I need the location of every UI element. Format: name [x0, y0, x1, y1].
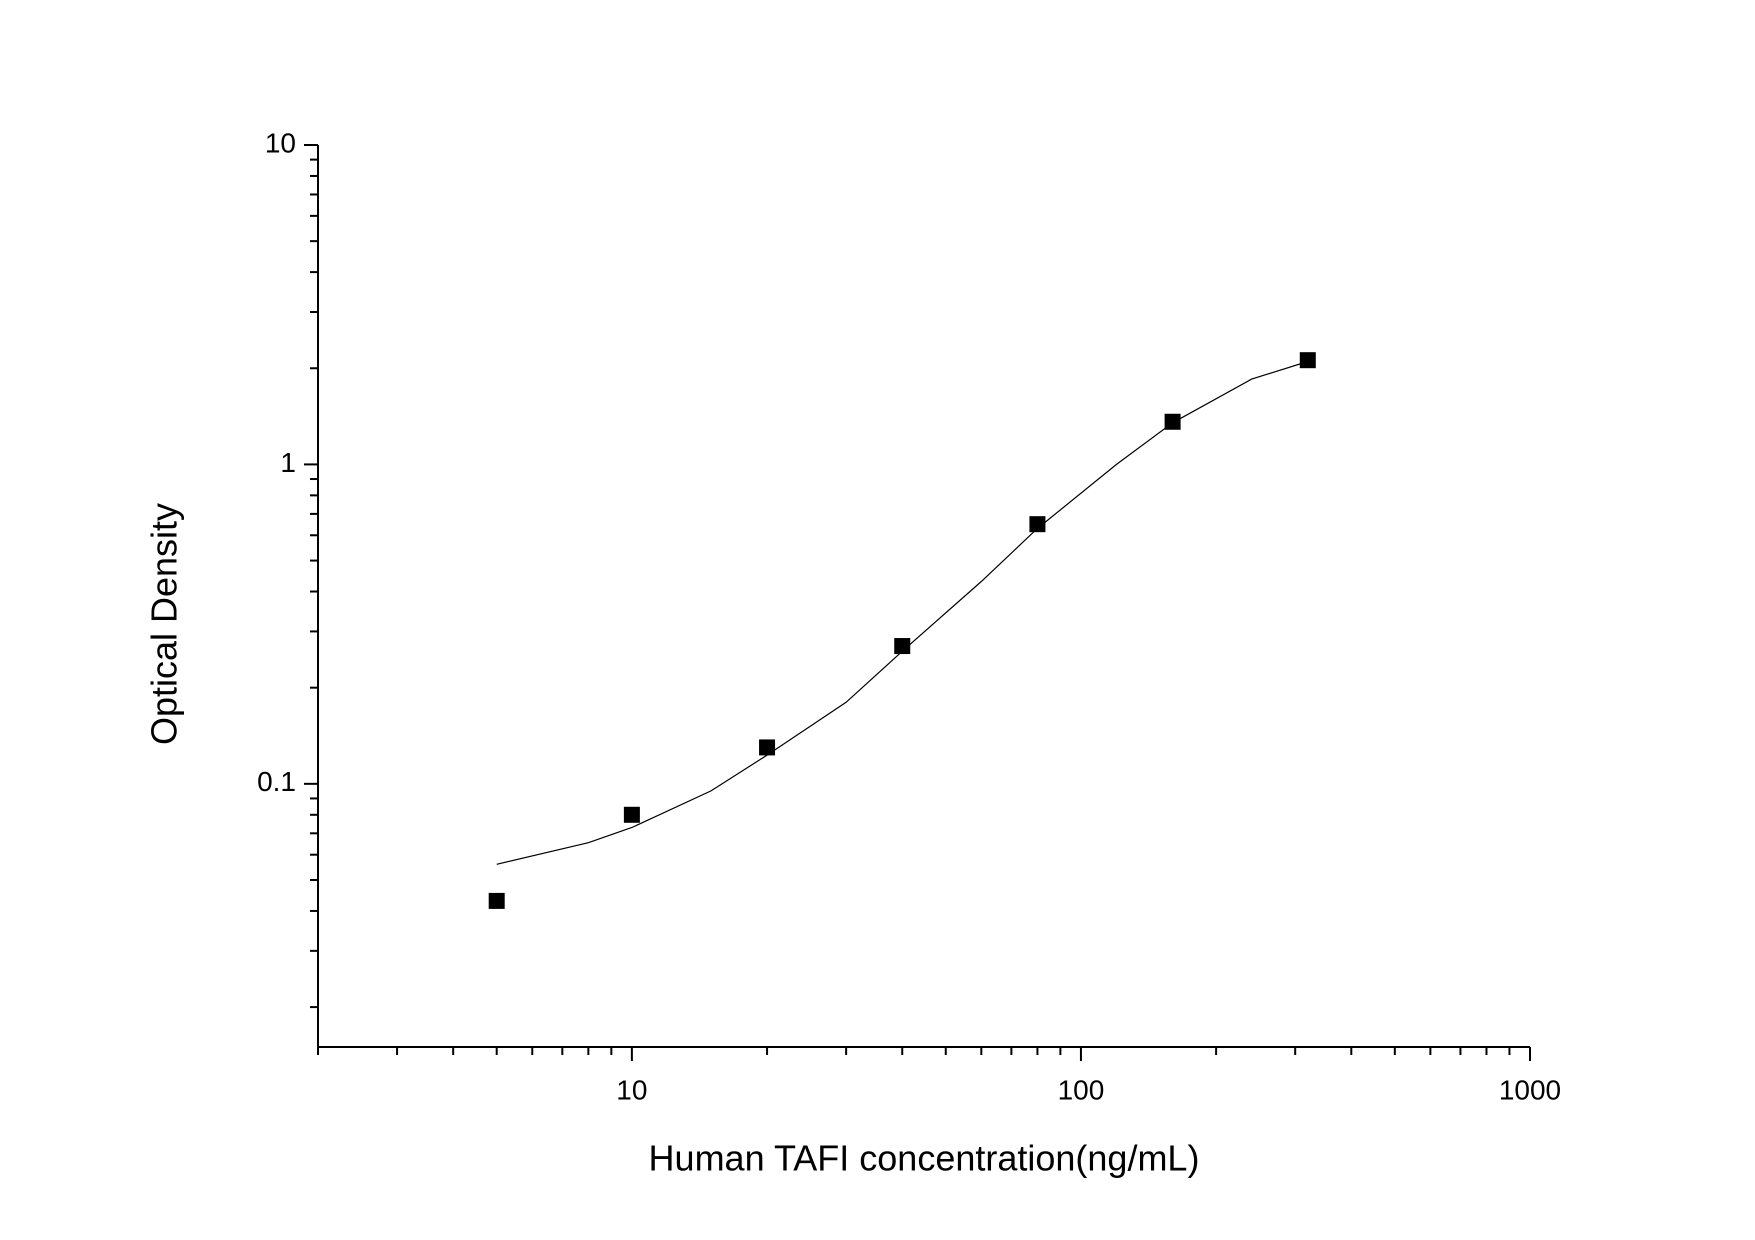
data-point [1164, 413, 1181, 430]
y-axis-title: Optical Density [144, 503, 185, 745]
data-point [1299, 352, 1316, 369]
fit-curve [496, 360, 1308, 865]
y-tick-label: 1 [280, 447, 296, 478]
x-tick-label: 100 [1058, 1074, 1105, 1105]
data-point [488, 892, 505, 909]
data-point [1029, 516, 1046, 533]
x-tick-label: 10 [616, 1074, 647, 1105]
x-axis-title: Human TAFI concentration(ng/mL) [649, 1138, 1200, 1179]
data-point [623, 806, 640, 823]
y-tick-label: 0.1 [257, 766, 296, 797]
data-point [759, 739, 776, 756]
x-tick-label: 1000 [1499, 1074, 1561, 1105]
data-point [894, 638, 911, 655]
y-tick-label: 10 [265, 127, 296, 158]
